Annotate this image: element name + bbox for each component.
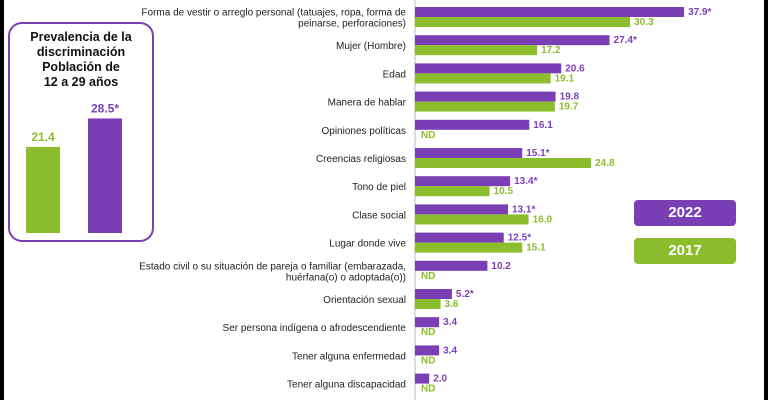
bar-2022 — [415, 148, 523, 158]
legend-2022: 2022 — [634, 200, 736, 226]
bar-2022-value-label: 19.8 — [560, 92, 580, 103]
legend-2017: 2017 — [634, 238, 736, 264]
bar-2022-value-label: 15.1* — [526, 148, 549, 159]
category-label: Lugar donde vive — [329, 239, 406, 250]
bar-2017-value-label: 16.0 — [533, 214, 553, 225]
panel-title-line: Población de — [42, 60, 120, 74]
bar-2017-value-label: 10.5 — [494, 186, 514, 197]
bar-2022 — [415, 289, 452, 299]
bar-2022 — [415, 176, 511, 187]
bar-2017-value-label: 3.6 — [445, 299, 459, 310]
bar-2017-nd-label: ND — [421, 384, 435, 395]
bar-2022-value-label: 20.6 — [565, 63, 585, 74]
panel-title-line: discriminación — [36, 45, 126, 59]
panel-bar-value-label: 28.5* — [91, 101, 119, 115]
bar-2017 — [415, 45, 538, 56]
bar-2017-value-label: 15.1 — [526, 243, 546, 254]
bar-2017 — [415, 17, 631, 27]
bar-2022-value-label: 13.1* — [512, 204, 535, 215]
bar-2022 — [415, 373, 430, 384]
bar-2022 — [415, 35, 610, 46]
bar-2017 — [415, 158, 592, 168]
bar-2017 — [415, 214, 529, 225]
bar-2017-nd-label: ND — [421, 327, 435, 338]
category-label: huérfana(o) o adoptada(o)) — [286, 272, 406, 283]
panel-title-line: 12 a 29 años — [43, 75, 119, 89]
bar-2017-value-label: 19.1 — [555, 73, 575, 84]
bar-2022-value-label: 2.0 — [433, 374, 447, 385]
bar-2022-value-label: 5.2* — [456, 289, 474, 300]
bar-2022-value-label: 10.2 — [491, 261, 511, 272]
bar-2017 — [415, 186, 490, 197]
bar-2022 — [415, 7, 685, 17]
category-label: Ser persona indígena o afrodescendiente — [223, 323, 407, 334]
bar-2022 — [415, 119, 530, 130]
left-frame-edge — [0, 0, 4, 400]
bar-2022-value-label: 3.4 — [443, 345, 457, 356]
category-label: Orientación sexual — [323, 295, 406, 306]
bar-2017-value-label: 24.8 — [595, 158, 615, 169]
bar-2017 — [415, 73, 551, 84]
bar-2017-nd-label: ND — [421, 271, 435, 282]
bar-2022-value-label: 3.4 — [443, 317, 457, 328]
category-label: Tener alguna discapacidad — [287, 380, 406, 391]
bar-2022-value-label: 12.5* — [508, 233, 531, 244]
category-label: Forma de vestir o arreglo personal (tatu… — [141, 8, 406, 19]
category-label: peinarse, perforaciones) — [298, 19, 406, 30]
bar-2022 — [415, 91, 556, 102]
category-label: Manera de hablar — [328, 98, 407, 109]
bar-2017-value-label: 30.3 — [634, 17, 654, 28]
bar-2022-value-label: 27.4* — [614, 35, 637, 46]
bar-2017-nd-label: ND — [421, 130, 435, 141]
panel-bar-2017 — [26, 146, 60, 233]
bar-2022 — [415, 345, 440, 356]
bar-2022 — [415, 232, 504, 243]
bar-2022-value-label: 13.4* — [514, 176, 537, 187]
right-frame-edge — [764, 0, 768, 400]
category-label: Mujer (Hombre) — [336, 41, 406, 52]
prevalence-panel: Prevalencia de la discriminación Poblaci… — [8, 22, 154, 242]
bar-2017 — [415, 101, 555, 112]
panel-bar-2022 — [88, 118, 122, 233]
bar-2017-value-label: 19.7 — [559, 102, 579, 113]
category-label: Tener alguna enfermedad — [292, 351, 406, 362]
category-label: Opiniones políticas — [322, 126, 407, 137]
bar-2017-nd-label: ND — [421, 355, 435, 366]
prevalence-panel-title: Prevalencia de la discriminación Poblaci… — [10, 30, 152, 90]
bar-2022-value-label: 37.9* — [688, 7, 711, 18]
bar-2022 — [415, 204, 509, 215]
bar-2022 — [415, 63, 562, 74]
category-label: Estado civil o su situación de pareja o … — [139, 261, 406, 272]
panel-bar-value-label: 21.4 — [31, 130, 55, 144]
panel-title-line: Prevalencia de la — [30, 30, 132, 44]
bar-2017-value-label: 17.2 — [541, 45, 561, 56]
bar-2022-value-label: 16.1 — [533, 120, 553, 131]
bar-2022 — [415, 317, 440, 328]
bar-2017 — [415, 242, 523, 253]
category-label: Edad — [383, 69, 406, 80]
category-label: Clase social — [352, 210, 406, 221]
category-label: Tono de piel — [352, 182, 406, 193]
bar-2022 — [415, 260, 488, 271]
bar-2017 — [415, 299, 441, 309]
category-label: Creencias religiosas — [316, 154, 406, 165]
